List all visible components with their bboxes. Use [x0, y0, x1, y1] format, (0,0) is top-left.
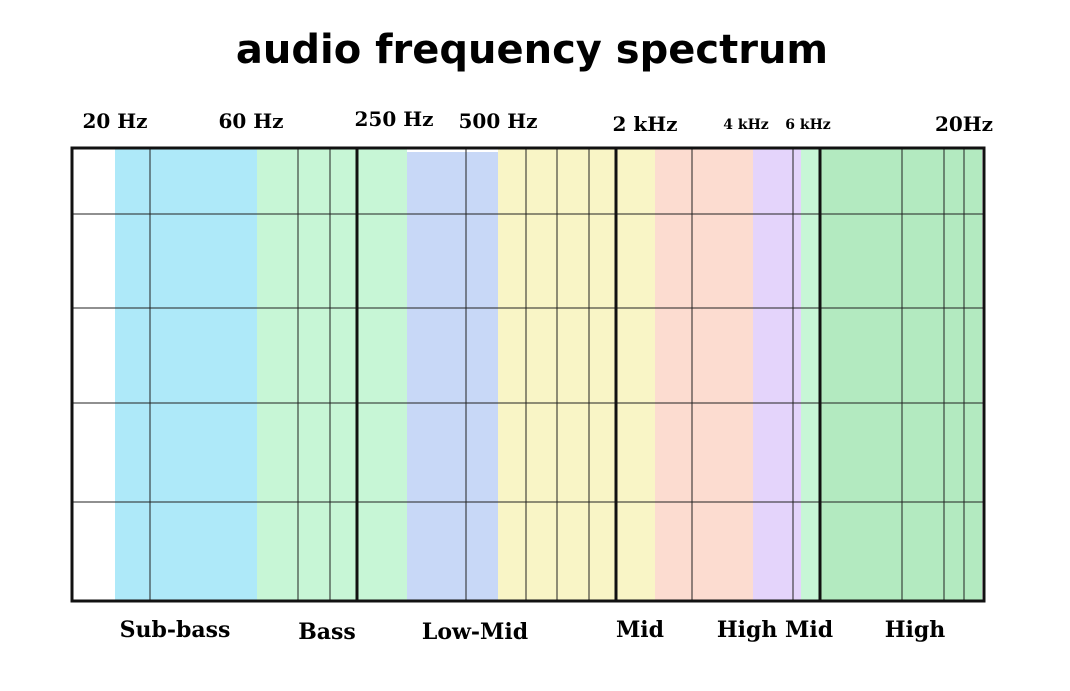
frequency-label: 2 kHz: [613, 112, 678, 136]
bass-fill: [257, 148, 407, 601]
frequency-label: 6 kHz: [785, 117, 831, 133]
grid-lines: [72, 148, 984, 601]
low-mid-fill-a: [407, 152, 498, 601]
sub-bass-fill: [115, 148, 257, 601]
frequency-label: 60 Hz: [218, 109, 283, 133]
frequency-labels: 20 Hz 60 Hz 250 Hz 500 Hz 2 kHz 4 kHz 6 …: [82, 107, 993, 136]
low-mid-fill-b: [498, 148, 655, 601]
frequency-label: 20 Hz: [82, 109, 147, 133]
mid-fill: [655, 148, 753, 601]
band-fills: [115, 148, 982, 601]
band-label: Sub-bass: [120, 617, 231, 643]
high-mid-fill-b: [801, 148, 820, 601]
band-label: High Mid: [717, 617, 833, 643]
frame: [70, 146, 986, 603]
decade-lines: [355, 148, 822, 601]
frequency-label: 20Hz: [935, 112, 993, 136]
band-label: High: [885, 617, 946, 643]
frequency-label: 250 Hz: [355, 107, 434, 131]
high-fill: [820, 148, 982, 601]
band-label: Bass: [298, 619, 356, 645]
high-mid-fill: [753, 148, 801, 601]
title: audio frequency spectrum: [236, 27, 828, 73]
band-labels: Sub-bass Bass Low-Mid Mid High Mid High: [120, 617, 946, 645]
band-label: Low-Mid: [422, 619, 528, 645]
band-label: Mid: [616, 617, 664, 643]
frequency-label: 4 kHz: [723, 117, 769, 133]
frequency-label: 500 Hz: [459, 109, 538, 133]
